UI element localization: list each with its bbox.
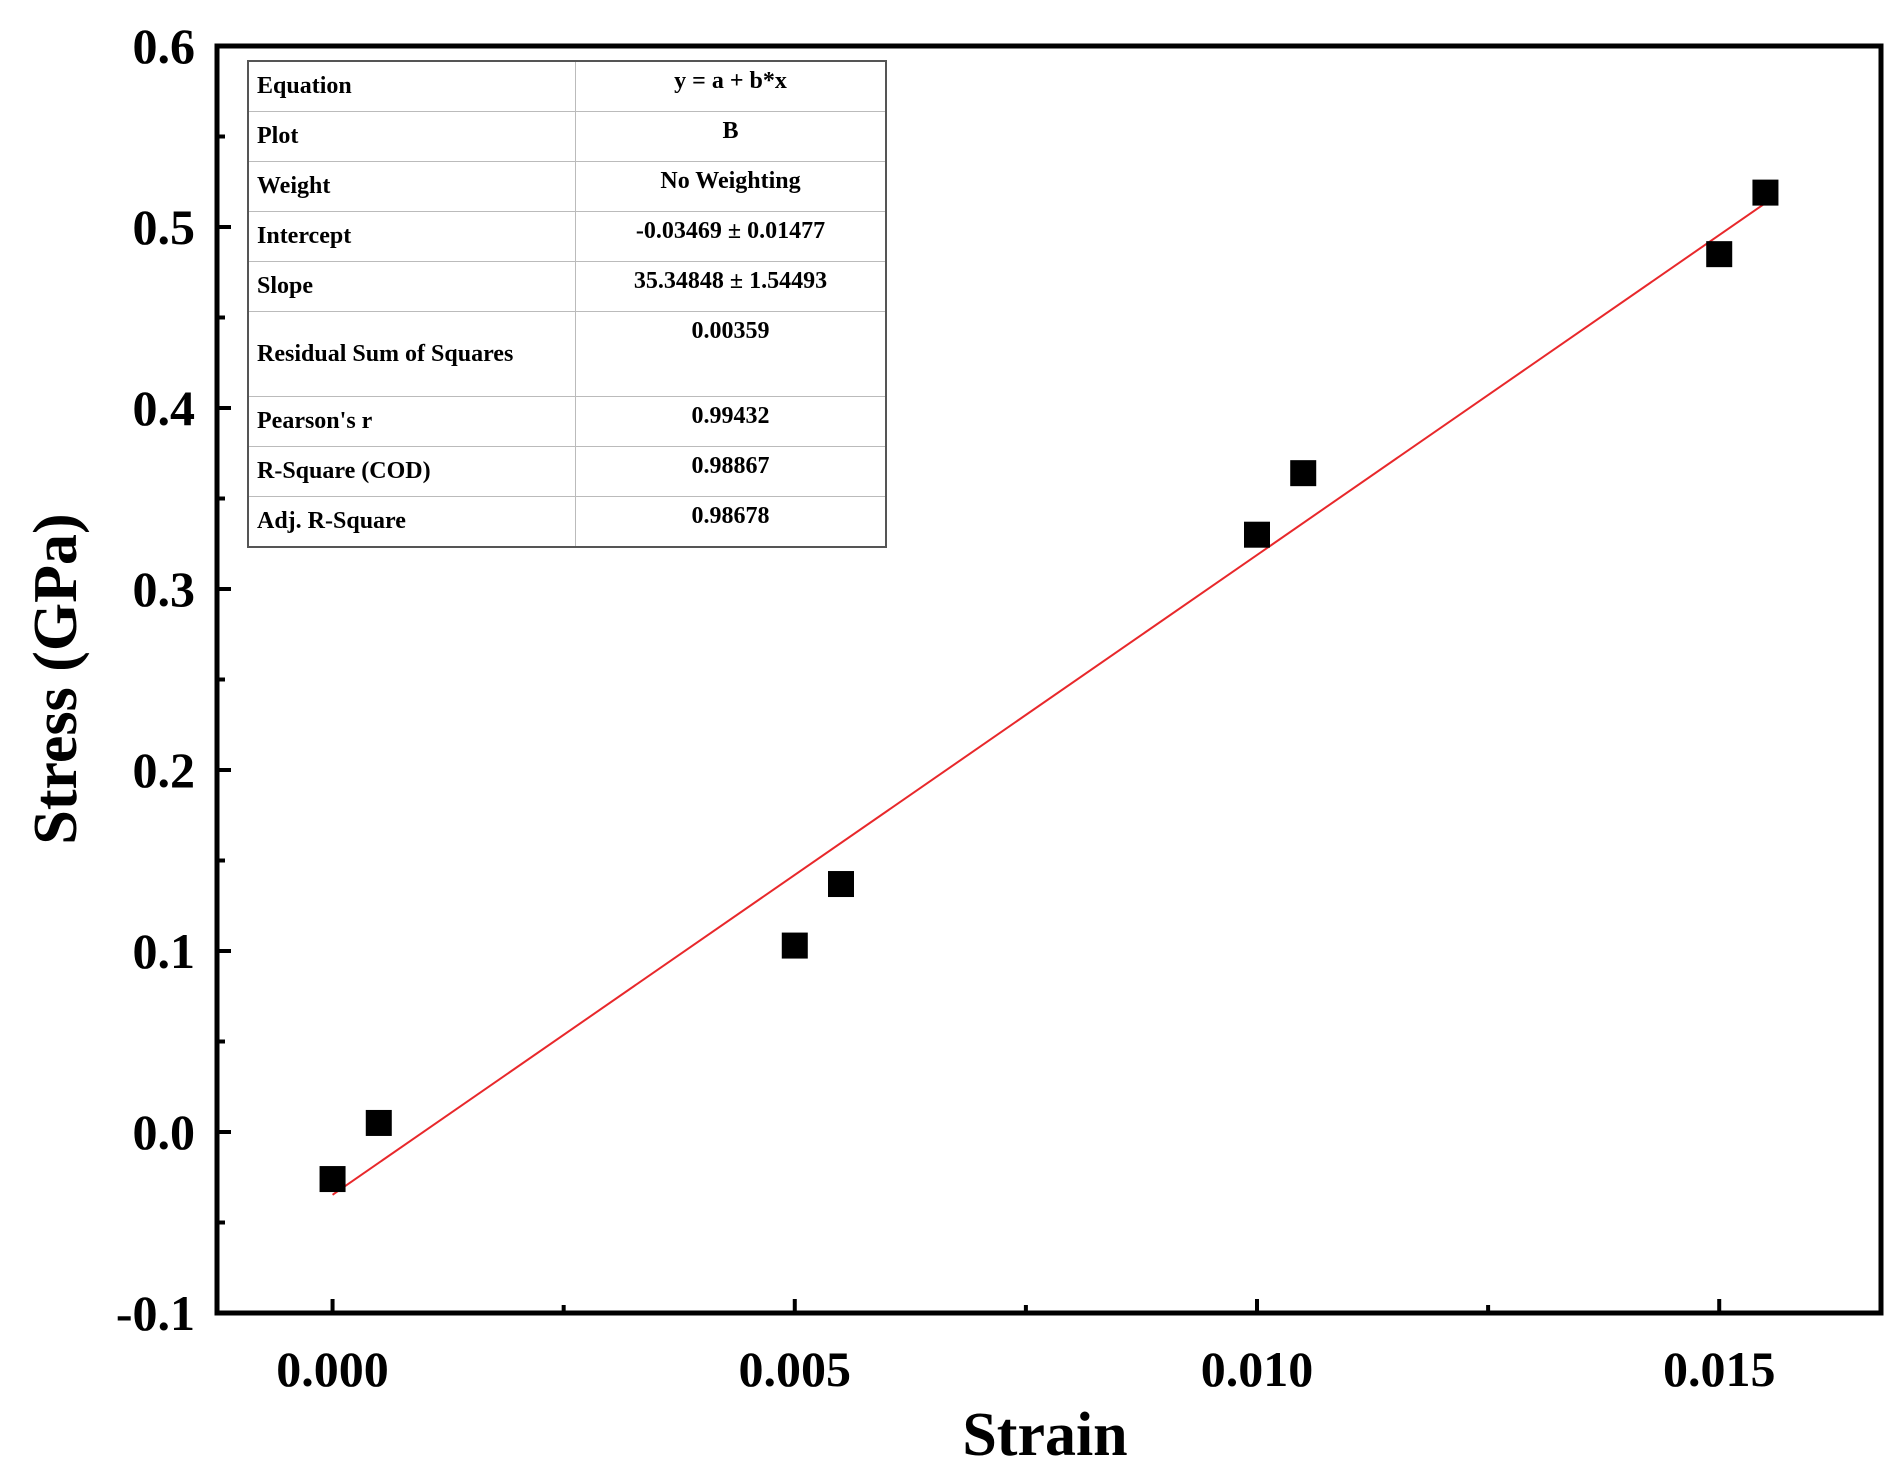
fit-table-row: Equation y = a + b*x	[247, 60, 887, 112]
fit-table-key: Pearson's r	[247, 396, 576, 447]
y-tick-label: 0.6	[133, 18, 196, 74]
x-axis-title: Strain	[962, 1401, 1127, 1469]
fit-table-key: Plot	[247, 111, 576, 162]
fit-table-key: Slope	[247, 261, 576, 312]
fit-line-group	[331, 202, 1767, 1196]
data-point	[1706, 241, 1733, 268]
fit-table-row: Intercept -0.03469 ± 0.01477	[247, 211, 887, 262]
fit-line	[331, 202, 1767, 1196]
fit-table-key: Residual Sum of Squares	[247, 311, 576, 397]
x-tick-label: 0.000	[276, 1341, 389, 1397]
fit-table-value: 0.98678	[575, 496, 887, 548]
data-points	[319, 179, 1779, 1193]
data-point	[1752, 179, 1779, 206]
y-tick-label: 0.4	[133, 380, 196, 436]
fit-table-value: -0.03469 ± 0.01477	[575, 211, 887, 262]
y-tick-label: 0.0	[133, 1104, 196, 1160]
fit-table-row: Adj. R-Square 0.98678	[247, 496, 887, 548]
data-point	[319, 1166, 346, 1193]
fit-table-row: Plot B	[247, 111, 887, 162]
y-tick-label: 0.5	[133, 199, 196, 255]
fit-table-row: R-Square (COD) 0.98867	[247, 446, 887, 497]
fit-table-value: 0.98867	[575, 446, 887, 497]
fit-table-value: 0.00359	[575, 311, 887, 397]
data-point	[781, 932, 808, 959]
fit-table-value: 0.99432	[575, 396, 887, 447]
y-tick-label: 0.2	[133, 742, 196, 798]
fit-table-key: Intercept	[247, 211, 576, 262]
fit-table-value: No Weighting	[575, 161, 887, 212]
data-point	[365, 1109, 392, 1136]
fit-table-row: Weight No Weighting	[247, 161, 887, 212]
fit-table-key: Weight	[247, 161, 576, 212]
data-point	[1290, 460, 1317, 487]
fit-table-row: Pearson's r 0.99432	[247, 396, 887, 447]
fit-table-row: Residual Sum of Squares 0.00359	[247, 311, 887, 397]
y-tick-label: -0.1	[116, 1285, 195, 1341]
x-tick-label: 0.010	[1201, 1341, 1314, 1397]
fit-table-key: Equation	[247, 60, 576, 112]
x-tick-label: 0.015	[1663, 1341, 1776, 1397]
fit-table-value: 35.34848 ± 1.54493	[575, 261, 887, 312]
data-point	[828, 871, 854, 898]
data-point	[1244, 521, 1270, 548]
fit-table-value: y = a + b*x	[575, 60, 887, 112]
fit-table-key: Adj. R-Square	[247, 496, 576, 548]
y-axis: -0.1 0.0 0.1 0.2 0.3 0.4 0.5 0.6	[116, 18, 231, 1341]
x-axis: 0.000 0.005 0.010 0.015	[276, 1299, 1775, 1397]
y-axis-title: Stress (GPa)	[22, 513, 90, 844]
fit-results-table: Equation y = a + b*x Plot B Weight No Weighti…	[247, 60, 887, 548]
fit-table-value: B	[575, 111, 887, 162]
y-tick-label: 0.3	[133, 561, 196, 617]
fit-table-key: R-Square (COD)	[247, 446, 576, 497]
x-tick-label: 0.005	[739, 1341, 852, 1397]
fit-table-row: Slope 35.34848 ± 1.54493	[247, 261, 887, 312]
y-tick-label: 0.1	[133, 923, 196, 979]
